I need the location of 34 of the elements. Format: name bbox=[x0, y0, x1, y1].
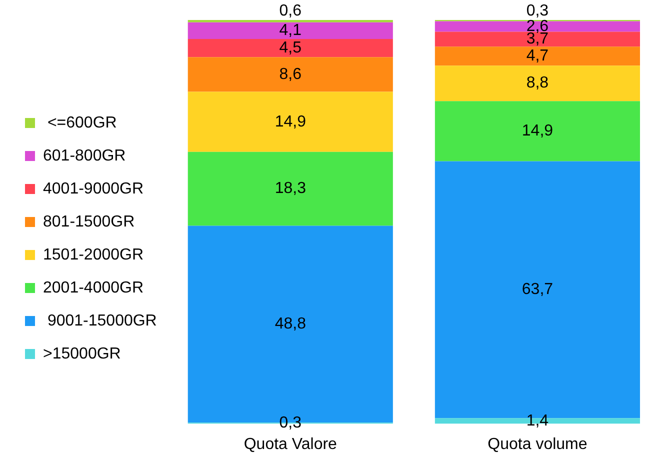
data-label: 8,8 bbox=[526, 74, 549, 92]
data-label: 18,3 bbox=[274, 180, 306, 198]
legend-label: 1501-2000GR bbox=[43, 246, 144, 264]
bar bbox=[188, 22, 393, 39]
bar bbox=[188, 92, 393, 152]
legend-label: 9001-15000GR bbox=[43, 312, 157, 330]
bar bbox=[188, 57, 393, 92]
data-label: 0,3 bbox=[526, 2, 549, 20]
data-label: 4,5 bbox=[279, 39, 302, 56]
bar bbox=[434, 46, 640, 66]
legend-label: 801-1500GR bbox=[43, 213, 135, 230]
data-label: 8,6 bbox=[279, 66, 302, 83]
data-label: 4,1 bbox=[279, 22, 302, 40]
x-tick-label: Quota volume bbox=[488, 436, 588, 453]
data-label: 14,9 bbox=[274, 113, 306, 130]
bar bbox=[434, 66, 640, 102]
bar bbox=[188, 38, 393, 58]
bar bbox=[434, 101, 640, 162]
data-label: 0,6 bbox=[279, 2, 302, 20]
legend-label: 601-800GR bbox=[43, 147, 126, 164]
legend-label: 4001-9000GR bbox=[43, 180, 144, 198]
data-label: 14,9 bbox=[522, 122, 554, 140]
data-label: 48,8 bbox=[274, 316, 306, 333]
bar bbox=[434, 21, 640, 32]
data-label: 0,3 bbox=[279, 414, 302, 432]
legend-label: >15000GR bbox=[43, 345, 121, 362]
data-label: 3,7 bbox=[526, 30, 549, 48]
data-label: 63,7 bbox=[522, 281, 554, 298]
data-label: 4,7 bbox=[526, 48, 549, 65]
bar bbox=[434, 32, 640, 47]
bar bbox=[188, 152, 393, 226]
x-tick-label: Quota Valore bbox=[244, 436, 338, 453]
legend-label: 2001-4000GR bbox=[43, 279, 144, 296]
legend-label: <=600GR bbox=[43, 114, 117, 132]
